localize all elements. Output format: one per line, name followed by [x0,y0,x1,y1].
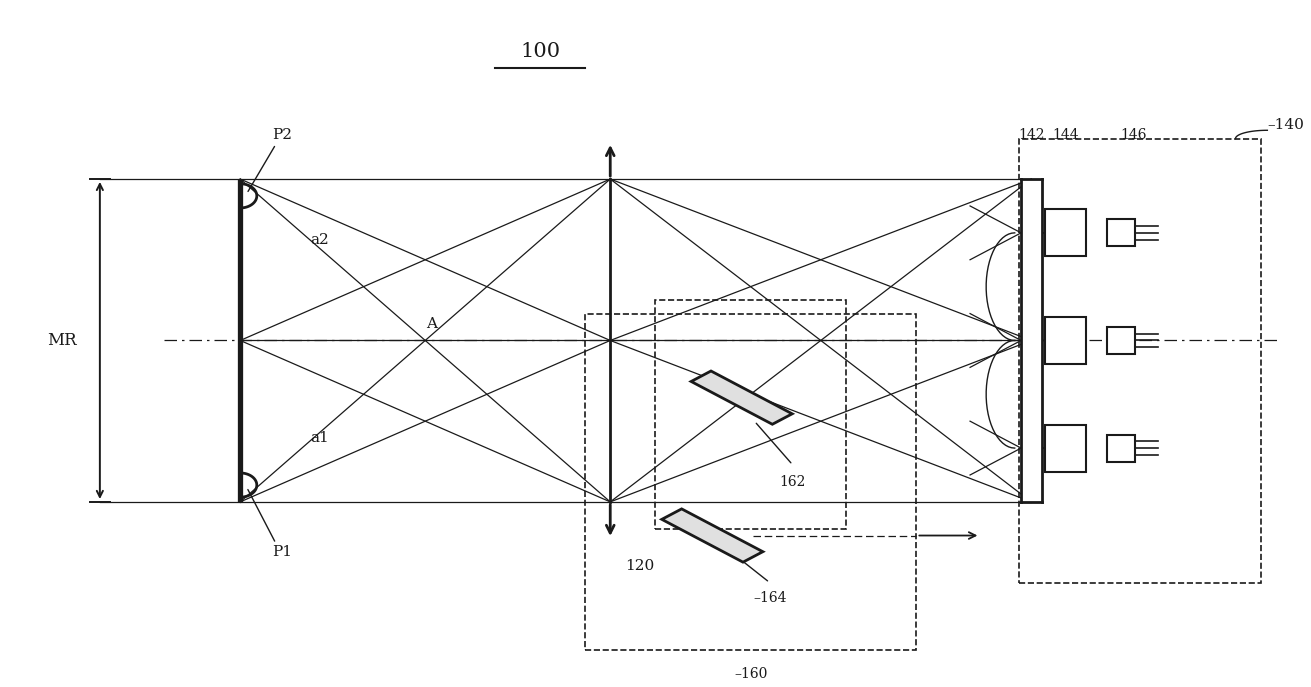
Text: 162: 162 [780,475,806,489]
Bar [1045,425,1087,471]
Text: –160: –160 [734,666,767,681]
Bar [1106,219,1134,247]
Text: 144: 144 [1053,128,1079,142]
Text: A: A [426,317,437,330]
Bar [1045,317,1087,364]
Text: –164: –164 [753,591,787,605]
Text: a2: a2 [311,233,329,247]
Bar [1021,179,1041,502]
Text: 100: 100 [520,42,560,60]
Text: P1: P1 [273,545,292,559]
Text: a1: a1 [311,431,329,445]
Bar [1106,327,1134,354]
Polygon shape [662,509,763,562]
Bar [1106,435,1134,462]
Text: 146: 146 [1120,128,1147,142]
Text: P2: P2 [273,128,292,142]
Text: 120: 120 [625,559,654,573]
Text: 142: 142 [1019,128,1045,142]
Bar [1045,210,1087,256]
Polygon shape [691,371,792,425]
Text: –140: –140 [1268,118,1304,132]
Text: MR: MR [47,332,76,349]
